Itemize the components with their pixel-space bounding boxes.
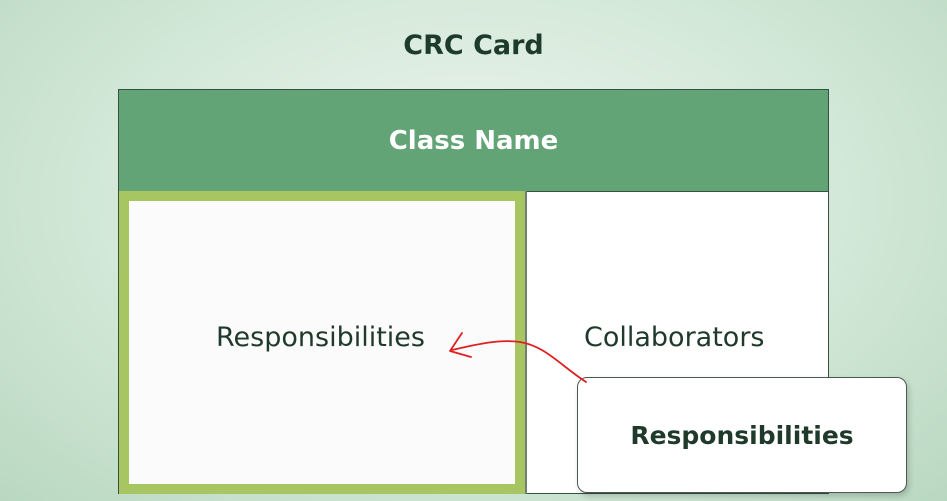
arrow-curve	[451, 340, 587, 383]
arrow-head	[449, 332, 472, 358]
crc-card: Class Name	[118, 89, 829, 494]
diagram-title: CRC Card	[403, 30, 544, 61]
class-name-header: Class Name	[119, 90, 828, 192]
class-name-label: Class Name	[388, 125, 559, 156]
responsibilities-callout: Responsibilities	[577, 377, 907, 493]
collaborators-label: Collaborators	[584, 322, 765, 353]
responsibilities-section	[119, 191, 525, 494]
callout-label: Responsibilities	[630, 420, 854, 450]
responsibilities-label: Responsibilities	[216, 322, 425, 353]
